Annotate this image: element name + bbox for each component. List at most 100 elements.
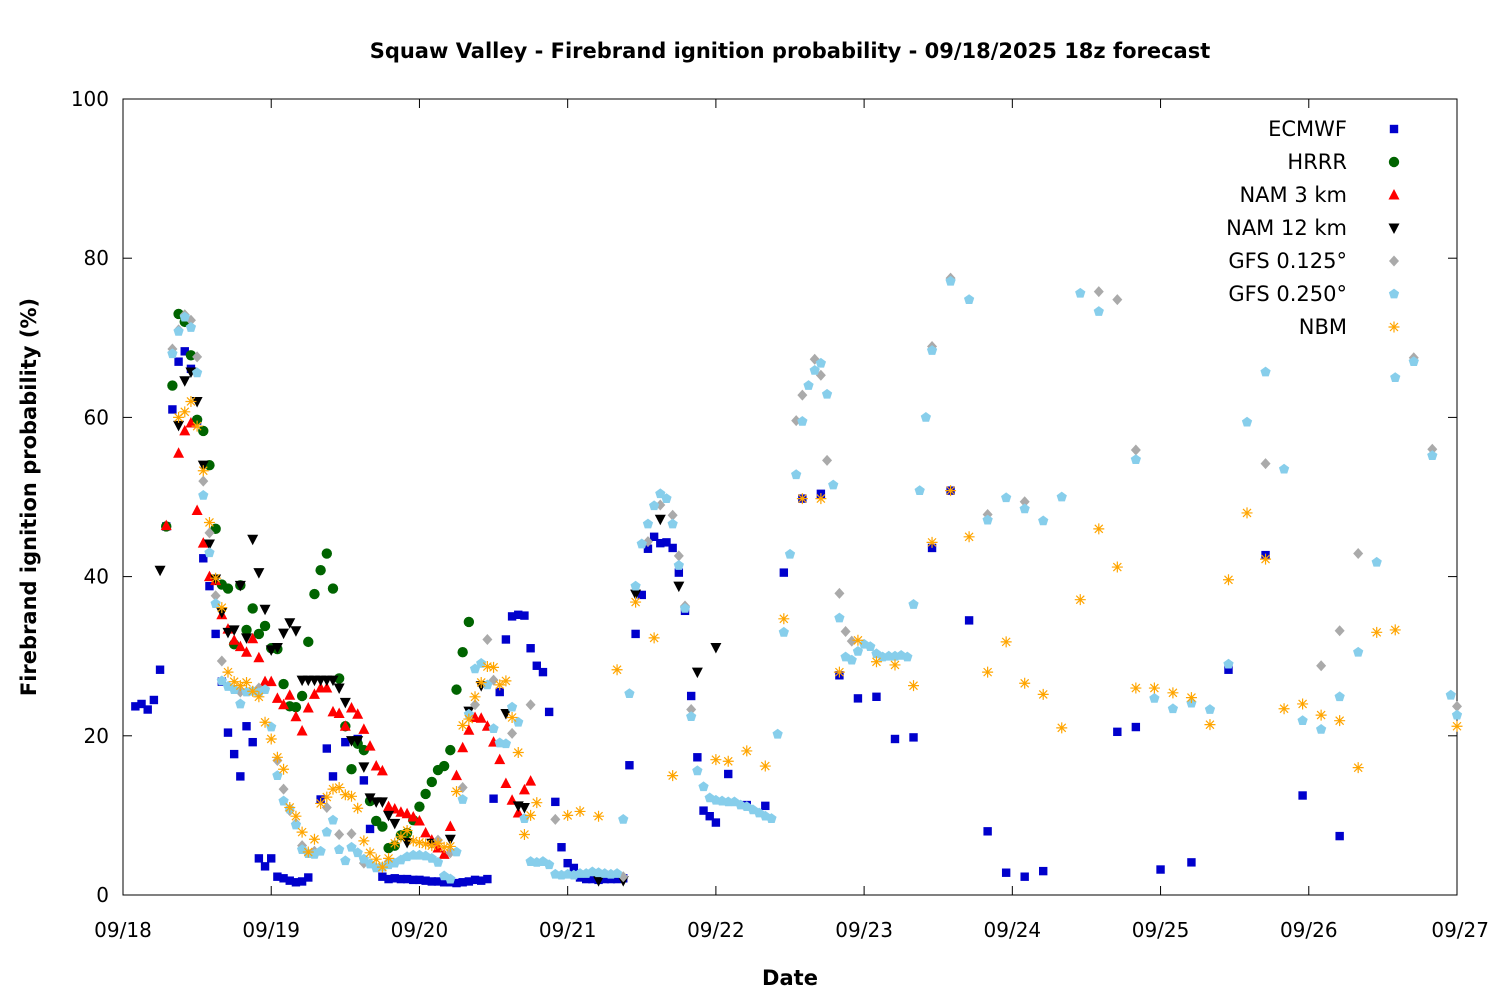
x-tick-label: 09/22 xyxy=(687,918,745,942)
data-point xyxy=(370,760,382,771)
data-point xyxy=(1074,594,1086,606)
data-point xyxy=(241,676,253,688)
legend-marker xyxy=(1388,189,1400,200)
data-point xyxy=(327,705,339,717)
data-point xyxy=(1389,624,1401,636)
data-point xyxy=(600,874,609,884)
data-point xyxy=(1371,556,1382,567)
data-point xyxy=(352,802,364,814)
legend-marker xyxy=(1388,223,1400,234)
data-point xyxy=(234,680,246,692)
data-point xyxy=(500,777,512,789)
data-point xyxy=(890,734,900,744)
data-point xyxy=(247,685,259,697)
data-point xyxy=(179,406,191,418)
data-point xyxy=(1093,286,1104,298)
data-point xyxy=(544,859,555,870)
data-point xyxy=(667,770,679,782)
data-point xyxy=(174,357,183,366)
data-point xyxy=(518,783,530,795)
data-point xyxy=(1278,703,1290,715)
data-point xyxy=(401,807,413,819)
data-point xyxy=(667,509,678,521)
data-point xyxy=(271,692,283,703)
data-point xyxy=(304,873,313,882)
data-point xyxy=(1260,553,1272,565)
data-point xyxy=(1260,458,1271,470)
data-point xyxy=(475,676,487,688)
data-point xyxy=(334,844,345,854)
data-point xyxy=(384,874,393,884)
data-point xyxy=(1149,692,1160,703)
data-point xyxy=(865,641,876,652)
data-point xyxy=(444,834,456,846)
data-point xyxy=(668,543,677,553)
data-point xyxy=(500,675,512,687)
data-point xyxy=(927,543,937,553)
data-point xyxy=(427,877,436,886)
data-point xyxy=(674,568,684,577)
data-point xyxy=(389,818,401,830)
data-point xyxy=(507,612,517,621)
data-point xyxy=(779,568,789,577)
data-point xyxy=(724,769,733,779)
data-point xyxy=(223,728,233,737)
data-point xyxy=(205,581,214,591)
data-point xyxy=(1167,703,1179,714)
data-point xyxy=(661,493,672,503)
data-point xyxy=(180,347,189,356)
data-point xyxy=(458,878,467,887)
data-point xyxy=(1075,287,1086,298)
data-point xyxy=(253,628,265,640)
data-point xyxy=(291,878,301,887)
data-point xyxy=(489,794,498,803)
data-point xyxy=(464,877,474,886)
data-point xyxy=(482,633,493,645)
data-point xyxy=(229,749,239,759)
data-point xyxy=(137,699,146,709)
data-point xyxy=(191,367,203,378)
data-point xyxy=(457,782,468,794)
data-point xyxy=(210,572,222,584)
data-point xyxy=(383,800,395,812)
legend-label: NAM 3 km xyxy=(1239,183,1347,207)
data-point xyxy=(167,348,178,359)
data-point xyxy=(308,688,320,699)
data-point xyxy=(321,682,333,693)
data-points xyxy=(131,272,1463,888)
data-point xyxy=(636,538,647,549)
data-point xyxy=(469,691,481,703)
data-point xyxy=(407,810,419,822)
data-point xyxy=(327,583,339,594)
data-point xyxy=(273,872,282,881)
data-point xyxy=(796,493,808,505)
data-point xyxy=(642,518,654,529)
data-point xyxy=(945,275,956,286)
data-point xyxy=(432,856,444,867)
data-point xyxy=(514,610,523,620)
data-point xyxy=(711,818,721,827)
data-point xyxy=(445,873,456,884)
y-tick-label: 100 xyxy=(71,87,109,111)
data-point xyxy=(451,769,462,781)
data-point xyxy=(444,820,456,832)
legend-label: NAM 12 km xyxy=(1226,216,1347,240)
data-point xyxy=(395,806,407,817)
data-point xyxy=(302,846,314,858)
data-point xyxy=(945,485,957,497)
data-point xyxy=(828,479,839,490)
data-point xyxy=(822,454,833,466)
data-point xyxy=(840,626,851,638)
data-point xyxy=(451,846,462,857)
data-point xyxy=(637,590,646,600)
legend-marker xyxy=(1388,288,1400,299)
data-point xyxy=(1334,715,1346,727)
data-point xyxy=(271,642,283,654)
y-tick-label: 0 xyxy=(96,883,109,907)
data-point xyxy=(315,845,326,856)
data-point xyxy=(359,776,369,785)
data-point xyxy=(630,596,642,608)
data-point xyxy=(982,514,993,525)
data-point xyxy=(630,589,642,601)
